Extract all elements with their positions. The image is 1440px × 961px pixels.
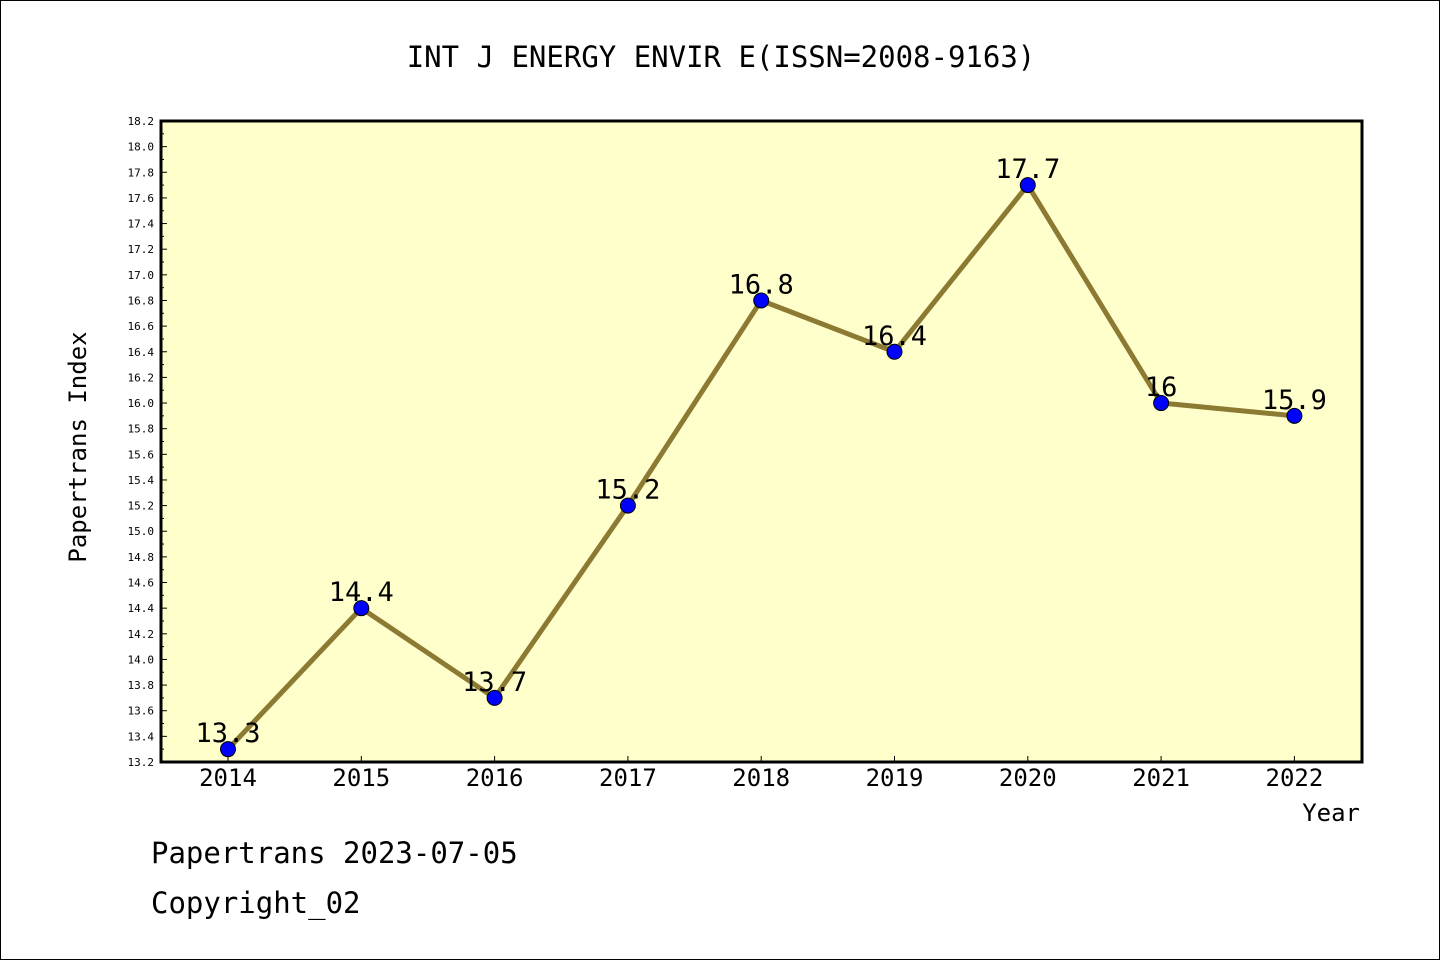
- y-tick-label: 14.4: [128, 602, 155, 615]
- data-label: 13.3: [195, 718, 260, 749]
- data-label: 16.8: [729, 269, 794, 300]
- data-point: [220, 741, 236, 758]
- data-label: 17.7: [995, 154, 1060, 185]
- y-axis-label: Papertrans Index: [64, 331, 92, 562]
- y-tick-label: 13.2: [128, 756, 155, 769]
- y-tick-label: 16.8: [128, 294, 155, 307]
- y-tick-label: 17.8: [128, 166, 155, 179]
- series-layer: 13.3 14.4 13.7 15.2 16.8 16.4 17.7 16 15.9: [195, 154, 1327, 758]
- data-point: [1153, 395, 1170, 412]
- x-tick-label: 2016: [466, 764, 524, 792]
- y-tick-label: 16.6: [128, 320, 155, 333]
- data-label: 13.7: [462, 667, 527, 698]
- y-tick-label: 14.8: [128, 551, 155, 564]
- footer-copyright-text: Copyright_02: [151, 886, 361, 920]
- chart-title: INT J ENERGY ENVIR E(ISSN=2008-9163): [407, 40, 1036, 74]
- y-tick-label: 15.4: [128, 474, 155, 487]
- y-tick-label: 15.0: [128, 525, 155, 538]
- y-tick-label: 15.8: [128, 423, 155, 436]
- data-point: [486, 689, 503, 706]
- y-tick-label: 18.2: [128, 115, 155, 128]
- y-tick-label: 14.2: [128, 628, 155, 641]
- y-tick-label: 17.0: [128, 269, 155, 282]
- y-tick-label: 16.0: [128, 397, 155, 410]
- data-point: [886, 343, 903, 360]
- y-tick-label: 17.6: [128, 192, 155, 205]
- y-axis: 13.2 13.4 13.6 13.8 14.0 14.2 14.4 14.6 14.8 15.0…: [128, 115, 167, 769]
- x-tick-label: 2014: [199, 764, 257, 792]
- y-tick-label: 18.0: [128, 141, 155, 154]
- x-axis-label: Year: [1302, 799, 1360, 827]
- y-tick-label: 15.2: [128, 500, 155, 513]
- x-tick-label: 2021: [1132, 764, 1190, 792]
- data-point: [1286, 407, 1303, 424]
- y-tick-label: 16.4: [128, 346, 155, 359]
- plot-area: [159, 119, 1364, 764]
- data-point: [1019, 177, 1036, 194]
- x-tick-label: 2018: [732, 764, 790, 792]
- data-label: 15.9: [1262, 385, 1327, 416]
- y-tick-label: 13.8: [128, 679, 155, 692]
- x-tick-label: 2022: [1266, 764, 1324, 792]
- footer-date-text: Papertrans 2023-07-05: [151, 836, 518, 870]
- y-tick-label: 16.2: [128, 371, 155, 384]
- data-point: [619, 497, 636, 514]
- x-tick-label: 2019: [866, 764, 924, 792]
- y-tick-label: 17.4: [128, 218, 155, 231]
- x-axis: 2014 2015 2016 2017 2018 2019 2020 2021 2022: [199, 756, 1323, 792]
- y-tick-label: 14.0: [128, 653, 155, 666]
- y-tick-label: 17.2: [128, 243, 155, 256]
- x-tick-label: 2020: [999, 764, 1057, 792]
- data-point: [753, 292, 770, 309]
- data-label: 15.2: [595, 475, 660, 506]
- x-tick-label: 2015: [332, 764, 390, 792]
- data-label: 14.4: [329, 577, 394, 608]
- y-tick-label: 14.6: [128, 577, 155, 590]
- data-label: 16.4: [862, 321, 927, 352]
- y-tick-label: 13.6: [128, 705, 155, 718]
- data-label: 16: [1145, 372, 1178, 403]
- x-tick-label: 2017: [599, 764, 657, 792]
- data-point: [353, 600, 370, 617]
- y-tick-label: 15.6: [128, 448, 155, 461]
- y-tick-label: 13.4: [128, 730, 155, 743]
